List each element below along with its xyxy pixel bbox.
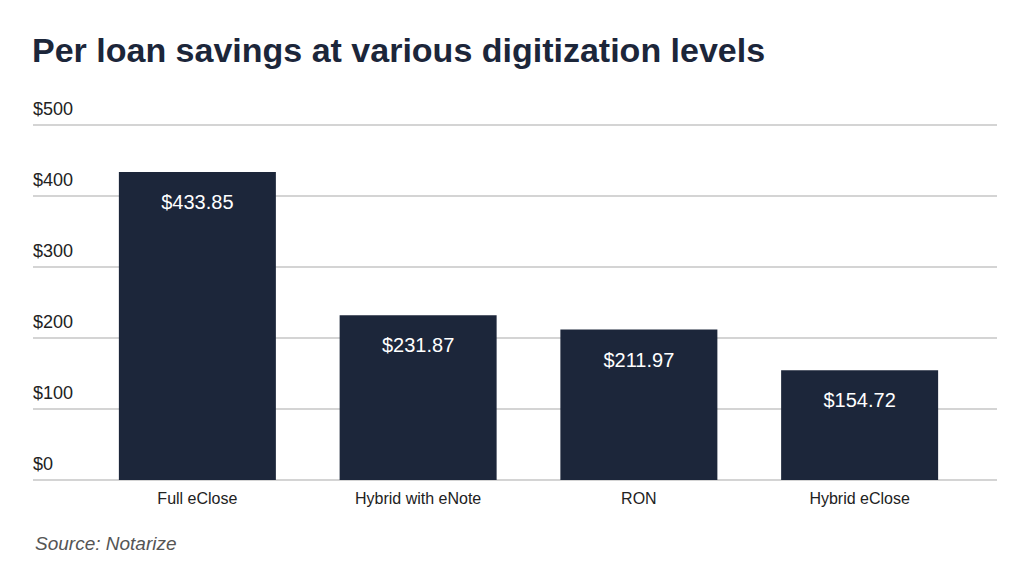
svg-text:$211.97: $211.97: [603, 349, 674, 371]
svg-text:RON: RON: [621, 490, 657, 507]
svg-text:Hybrid eClose: Hybrid eClose: [809, 490, 910, 507]
svg-text:Hybrid with eNote: Hybrid with eNote: [355, 490, 481, 507]
svg-text:$0: $0: [33, 454, 53, 474]
svg-text:$433.85: $433.85: [161, 191, 233, 213]
svg-text:$300: $300: [33, 241, 73, 261]
svg-text:Full eClose: Full eClose: [157, 490, 237, 507]
svg-text:$231.87: $231.87: [382, 334, 454, 356]
svg-text:$500: $500: [33, 99, 73, 119]
svg-text:$200: $200: [33, 312, 73, 332]
svg-text:$400: $400: [33, 170, 73, 190]
svg-text:$154.72: $154.72: [823, 389, 895, 411]
svg-text:Per loan savings at various di: Per loan savings at various digitization…: [32, 31, 765, 69]
svg-text:Source: Notarize: Source: Notarize: [35, 533, 177, 554]
svg-text:$100: $100: [33, 383, 73, 403]
